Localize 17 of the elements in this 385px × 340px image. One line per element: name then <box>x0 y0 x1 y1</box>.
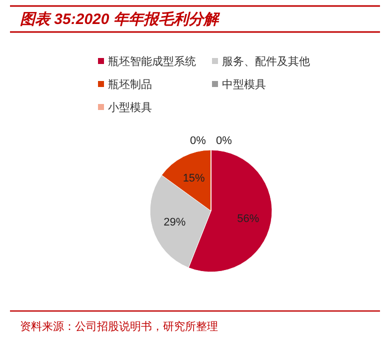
data-label: 56% <box>237 213 260 226</box>
legend-item: 小型模具 <box>98 102 152 114</box>
text: 0% <box>190 135 206 147</box>
text: 资料来源：公司招股说明书，研究所整理 <box>20 320 218 333</box>
legend-item: 服务、配件及其他 <box>212 56 310 68</box>
legend-item: 瓶坯制品 <box>98 79 152 91</box>
legend-label: 瓶坯智能成型系统 <box>108 55 196 68</box>
legend-label: 服务、配件及其他 <box>222 55 310 68</box>
legend-label: 小型模具 <box>108 101 152 114</box>
data-label: 15% <box>182 172 206 184</box>
legend-item: 中型模具 <box>212 79 266 91</box>
data-label: 29% <box>164 216 186 229</box>
chart-title: 图表 35:2020 年年报毛利分解 <box>20 11 220 28</box>
text: 0% <box>216 135 232 147</box>
legend-label: 中型模具 <box>222 78 266 91</box>
legend-label: 瓶坯制品 <box>108 78 152 91</box>
legend-item: 瓶坯智能成型系统 <box>98 56 196 68</box>
